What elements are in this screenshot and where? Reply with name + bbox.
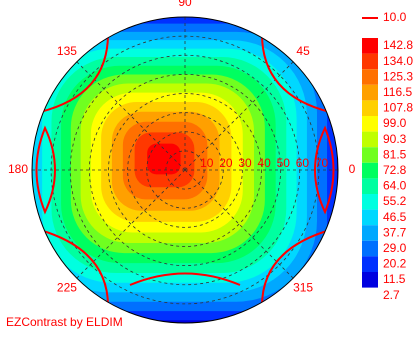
r-tick-label: 70: [315, 156, 329, 170]
colorbar-label: 37.7: [383, 225, 407, 239]
angle-label: 135: [57, 44, 77, 58]
colorbar-label: 55.2: [383, 194, 407, 208]
polar-grid: 10 20 30 40 50 60 70: [32, 17, 338, 305]
angle-label: 90: [178, 0, 192, 9]
angle-label: 0: [349, 162, 356, 176]
colorbar-label: 116.5: [383, 85, 412, 99]
grid-circle: [127, 112, 243, 228]
colorbar-label: 99.0: [383, 116, 407, 130]
colorbar-cell: [362, 225, 378, 241]
colorbar-cell: [362, 100, 378, 116]
colorbar-cell: [362, 84, 378, 101]
contour-line: [39, 33, 109, 113]
colorbar-label: 134.0: [383, 54, 413, 68]
colorbar-label: 46.5: [383, 210, 407, 224]
contour-legend-label: 10.0: [383, 10, 407, 24]
colorbar-cell: [362, 162, 378, 179]
grid-circle: [88, 73, 282, 267]
contour-line: [261, 33, 331, 113]
colorbar-cell: [362, 240, 378, 257]
colorbar-label: 125.3: [383, 69, 413, 83]
colorbar-cell: [362, 209, 378, 226]
r-tick-label: 30: [238, 156, 252, 170]
colorbar-label: 90.3: [383, 132, 407, 146]
colorbar-label: 64.0: [383, 179, 407, 193]
contour-line: [314, 125, 335, 215]
colorbar-cell: [362, 116, 378, 132]
r-tick-label: 40: [258, 156, 272, 170]
colorbar-label: 72.8: [383, 163, 407, 177]
grid-spoke: [184, 169, 294, 279]
footer: EZContrast by ELDIM: [6, 315, 123, 329]
colorbar-cell: [362, 69, 378, 85]
colorbar-cell: [362, 272, 378, 288]
contour-line: [129, 272, 241, 286]
colorbar-cell: [362, 256, 378, 272]
angle-label: 180: [8, 162, 28, 176]
colorbar-cell: [362, 194, 378, 210]
contour-line: [261, 229, 331, 307]
r-tick-label: 20: [219, 156, 233, 170]
colorbar-label: 2.7: [383, 288, 400, 302]
colorbar-cell: [362, 131, 378, 148]
r-tick-label: 50: [277, 156, 291, 170]
colorbar-label: 29.0: [383, 241, 407, 255]
contour-field: [32, 17, 338, 323]
angle-label: 45: [296, 44, 310, 58]
contour-line: [39, 229, 109, 307]
contour-region: [147, 143, 181, 175]
contour-line: [35, 125, 56, 215]
colorbar-label: 107.8: [383, 101, 413, 115]
colorbar-label: 142.8: [383, 38, 413, 52]
contour-lines: [35, 33, 335, 307]
angle-label: 225: [57, 280, 77, 294]
colorbar-cell: [362, 38, 378, 54]
colorbar-label: 81.5: [383, 147, 407, 161]
grid-spoke: [76, 169, 186, 279]
plot-border: [31, 16, 339, 324]
colorbar-cell: [362, 147, 378, 163]
colorbar-label: 11.5: [383, 272, 406, 286]
r-tick-label: 60: [296, 156, 310, 170]
colorbar-cell: [362, 53, 378, 70]
angle-label: 315: [293, 280, 313, 294]
colorbar-cell: [362, 178, 378, 194]
r-tick-label: 10: [200, 156, 214, 170]
colorbar-label: 20.2: [383, 257, 407, 271]
grid-circle: [108, 93, 262, 247]
